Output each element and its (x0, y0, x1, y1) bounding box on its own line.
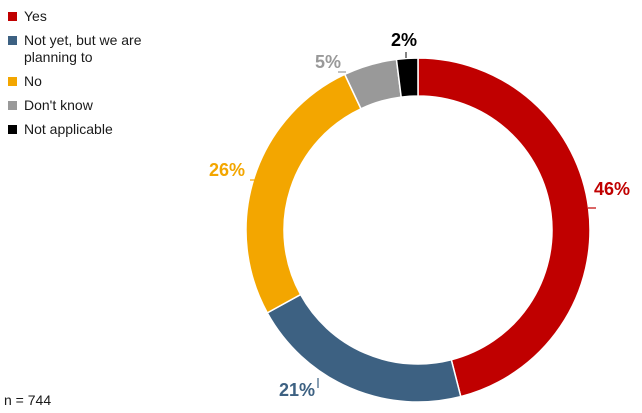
legend-swatch-yes (8, 12, 17, 21)
legend-swatch-not-applicable (8, 125, 17, 134)
legend-item-no: No (8, 73, 208, 90)
slice-not-applicable (395, 57, 419, 98)
legend-item-yes: Yes (8, 8, 208, 25)
sample-size-footnote: n = 744 (4, 392, 52, 408)
slice-no (245, 73, 362, 314)
legend-item-planning: Not yet, but we are planning to (8, 32, 208, 66)
legend-item-not-applicable: Not applicable (8, 121, 208, 138)
label-no: 26% (209, 160, 245, 180)
legend-label-planning: Not yet, but we are planning to (24, 32, 142, 65)
legend-swatch-dont-know (8, 101, 17, 110)
legend-label-dont-know: Don't know (24, 97, 93, 113)
legend: Yes Not yet, but we are planning to No D… (8, 8, 208, 145)
legend-swatch-planning (8, 36, 17, 45)
legend-label-no: No (24, 73, 42, 89)
label-dont-know: 5% (315, 52, 341, 72)
legend-item-dont-know: Don't know (8, 97, 208, 114)
legend-swatch-no (8, 77, 17, 86)
slice-yes (417, 57, 591, 398)
label-not-applicable: 2% (391, 30, 417, 50)
label-yes: 46% (594, 179, 630, 199)
legend-label-yes: Yes (24, 8, 47, 24)
legend-label-not-applicable: Not applicable (24, 121, 113, 137)
label-planning: 21% (279, 380, 315, 400)
